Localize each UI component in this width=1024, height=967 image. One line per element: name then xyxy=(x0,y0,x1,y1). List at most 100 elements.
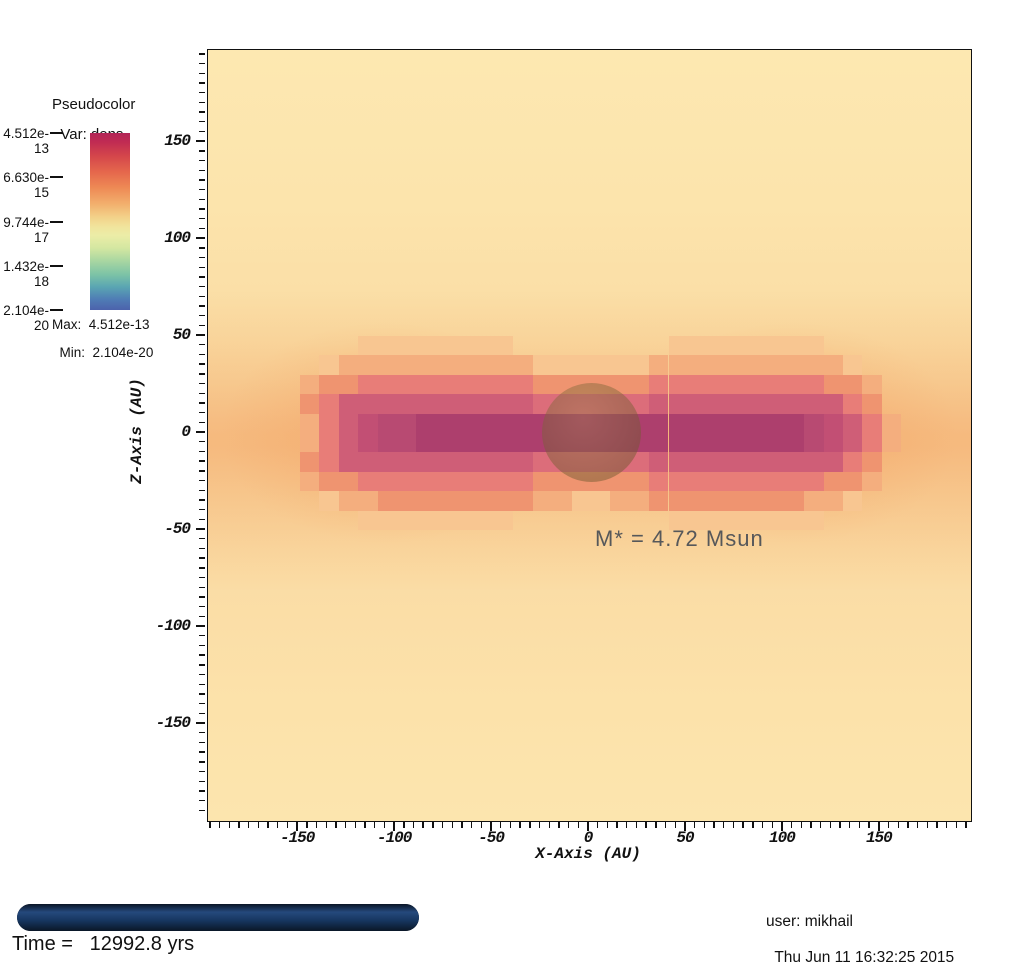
heatmap-cell xyxy=(474,471,494,492)
axis-tick xyxy=(199,256,206,259)
heatmap-cell xyxy=(338,413,359,434)
axis-tick xyxy=(810,821,812,828)
axis-tick xyxy=(344,821,347,828)
heatmap-cell xyxy=(358,510,378,531)
axis-tick xyxy=(199,247,206,249)
heatmap-cell xyxy=(707,336,727,356)
axis-tick xyxy=(199,702,206,705)
colorbar-tick-label: 4.512e-13 xyxy=(3,126,49,156)
heatmap-cell xyxy=(765,413,785,434)
heatmap-cell xyxy=(300,471,320,492)
heatmap-cell xyxy=(513,394,533,414)
x-tick-label: -100 xyxy=(376,829,412,847)
heatmap-cell xyxy=(435,413,456,434)
heatmap-cell xyxy=(435,394,456,414)
colorbar-tick xyxy=(50,176,63,179)
heatmap-cell xyxy=(649,452,669,472)
heatmap-cell xyxy=(784,394,805,414)
heatmap-cell xyxy=(823,355,843,375)
heatmap-cell xyxy=(784,491,805,511)
heatmap-cell xyxy=(726,413,747,434)
heatmap-cell xyxy=(513,452,533,472)
heatmap-cell xyxy=(687,355,708,375)
heatmap-cell xyxy=(649,413,669,434)
heatmap-cell xyxy=(338,433,359,453)
heatmap-cell xyxy=(784,510,805,531)
axis-tick xyxy=(558,821,560,828)
heatmap-cell xyxy=(668,374,688,395)
heatmap-cell xyxy=(823,433,843,453)
heatmap-cell xyxy=(707,374,727,395)
axis-tick xyxy=(626,821,628,828)
axis-tick xyxy=(199,712,206,714)
axis-tick xyxy=(199,547,206,550)
axis-tick xyxy=(199,460,206,462)
axis-tick xyxy=(529,821,531,828)
axis-tick xyxy=(199,82,206,84)
axis-tick xyxy=(800,821,802,828)
axis-tick xyxy=(955,821,958,828)
heatmap-cell xyxy=(300,394,320,414)
axis-tick xyxy=(199,266,206,268)
heatmap-cell xyxy=(610,471,630,492)
heatmap-cell xyxy=(435,452,456,472)
heatmap-cell xyxy=(804,374,824,395)
axis-tick xyxy=(946,821,948,828)
heatmap-cell xyxy=(358,452,378,472)
heatmap-cell xyxy=(494,471,514,492)
heatmap-cell xyxy=(823,394,843,414)
axis-tick xyxy=(519,821,521,828)
heatmap-cell xyxy=(416,471,436,492)
heatmap-cell xyxy=(765,491,785,511)
heatmap-cell xyxy=(435,510,456,531)
heatmap-cell xyxy=(377,355,398,375)
axis-tick xyxy=(199,450,206,453)
axis-tick xyxy=(277,821,279,828)
heatmap-cell xyxy=(435,491,456,511)
heatmap-cell xyxy=(494,394,514,414)
heatmap-cell xyxy=(358,433,378,453)
axis-tick xyxy=(674,821,676,828)
heatmap-cell xyxy=(397,355,417,375)
heatmap-cell xyxy=(397,510,417,531)
heatmap-cell xyxy=(843,413,863,434)
time-slider[interactable] xyxy=(17,904,419,931)
heatmap-cell xyxy=(707,433,727,453)
axis-tick xyxy=(703,821,706,828)
colorbar-tick xyxy=(50,309,63,311)
axis-tick xyxy=(199,101,206,104)
heatmap-cell xyxy=(629,374,650,395)
axis-tick xyxy=(199,121,206,123)
heatmap-cell xyxy=(668,491,688,511)
axis-tick xyxy=(403,821,405,828)
heatmap-cell xyxy=(474,374,494,395)
heatmap-cell xyxy=(377,452,398,472)
heatmap-cell xyxy=(513,374,533,395)
z-tick-label: 50 xyxy=(172,326,191,345)
axis-tick xyxy=(247,821,250,828)
colorbar-tick xyxy=(50,264,63,267)
axis-tick xyxy=(597,821,599,828)
heatmap-cell xyxy=(687,491,708,511)
axis-tick xyxy=(490,821,492,831)
axis-tick xyxy=(199,479,206,482)
heatmap-cell xyxy=(377,433,398,453)
heatmap-cell xyxy=(629,471,650,492)
heatmap-cell xyxy=(823,471,843,492)
heatmap-cell xyxy=(455,433,475,453)
heatmap-cell xyxy=(513,471,533,492)
heatmap-cell xyxy=(784,413,805,434)
axis-tick xyxy=(199,567,206,569)
axis-tick xyxy=(199,751,206,753)
heatmap-cell xyxy=(455,452,475,472)
heatmap-cell xyxy=(455,471,475,492)
axis-tick xyxy=(199,91,206,94)
heatmap-cell xyxy=(804,433,824,453)
plot-viewport[interactable]: M* = 4.72 Msun xyxy=(207,49,972,822)
axis-tick xyxy=(645,821,647,828)
axis-tick xyxy=(199,392,206,394)
axis-tick xyxy=(839,821,841,828)
heatmap-cell xyxy=(474,510,494,531)
heatmap-cell xyxy=(649,394,669,414)
heatmap-cell xyxy=(319,394,339,414)
